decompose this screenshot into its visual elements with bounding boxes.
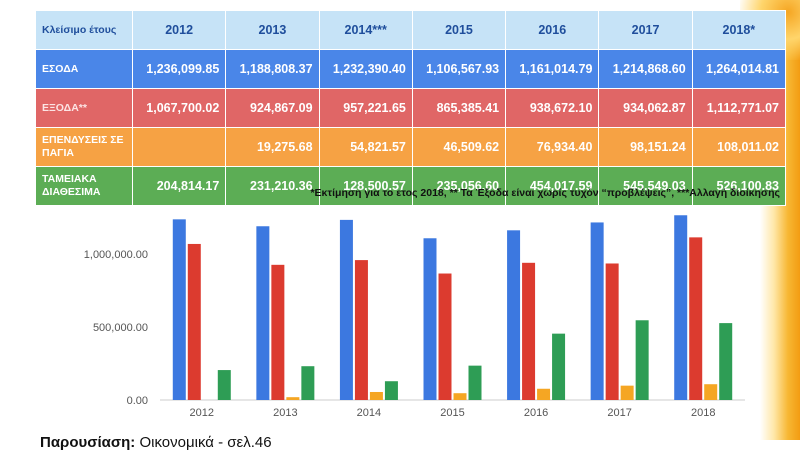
bar [339,219,353,400]
bar [172,219,186,400]
table-cell: 1,264,014.81 [691,49,787,89]
footer-caption: Παρουσίαση: Οικονομικά - σελ.46 [40,434,272,451]
x-tick-label: 2012 [190,407,214,419]
table-row-cash: ΤΑΜΕΙΑΚΑ ΔΙΑΘΕΣΙΜΑ 204,814.17 231,210.36… [35,166,787,206]
table-cell: 1,188,808.37 [225,49,320,89]
table-cell: 934,062.87 [598,88,693,128]
year-header: 2017 [598,10,693,50]
table-row-income: ΕΣΟΔΑ 1,236,099.85 1,188,808.37 1,232,39… [35,49,787,89]
bar [301,366,315,400]
bar [620,385,634,400]
table-cell: 1,161,014.79 [505,49,600,89]
bar [704,384,718,400]
table-cell: 865,385.41 [411,88,507,128]
table-cell: 924,867.09 [225,88,320,128]
bar [522,262,536,400]
bar [719,323,733,400]
year-header: 2015 [411,10,507,50]
bar [384,381,398,400]
y-tick-label: 1,000,000.00 [84,249,148,261]
bar [286,397,300,400]
x-tick-label: 2015 [440,407,464,419]
table-row-expenses: ΕΞΟΔΑ** 1,067,700.02 924,867.09 957,221.… [35,88,787,128]
bar [605,263,619,400]
x-tick-label: 2016 [524,407,548,419]
bar [187,243,201,400]
table-cell: 98,151.24 [598,127,693,167]
footer-label: Παρουσίαση: [40,434,136,451]
table-cell: 1,067,700.02 [131,88,227,128]
bar [468,365,482,400]
x-tick-label: 2018 [691,407,715,419]
bar [256,226,270,400]
table-header-row: Κλείσιμο έτους 2012 2013 2014*** 2015 20… [35,10,787,50]
x-tick-label: 2014 [357,407,381,419]
bar [423,238,437,400]
table-cell [131,127,227,167]
table-cell: 545,549.03 [598,166,693,206]
row-label: ΕΠΕΝΔΥΣΕΙΣ ΣΕ ΠΑΓΙΑ [35,127,133,167]
bar-chart: 0.00 500,000.00 1,000,000.00 2012 2013 2014 20… [84,215,745,419]
bar [354,260,368,400]
table-cell: 76,934.40 [505,127,600,167]
year-header: 2016 [505,10,600,50]
bar [689,237,703,400]
row-label: ΤΑΜΕΙΑΚΑ ΔΙΑΘΕΣΙΜΑ [35,166,133,206]
table-row-investments: ΕΠΕΝΔΥΣΕΙΣ ΣΕ ΠΑΓΙΑ 19,275.68 54,821.57 … [35,127,787,167]
financial-table: Κλείσιμο έτους 2012 2013 2014*** 2015 20… [35,10,787,206]
year-header: 2013 [225,10,320,50]
table-cell: 204,814.17 [131,166,227,206]
bar [674,215,688,400]
year-header: 2012 [131,10,227,50]
table-cell: 54,821.57 [318,127,413,167]
bar [635,320,649,400]
year-header: 2014*** [318,10,413,50]
table-cell: 128,500.57 [318,166,413,206]
table-cell: 1,232,390.40 [318,49,413,89]
table-cell: 1,236,099.85 [131,49,227,89]
bar [438,273,452,400]
y-tick-label: 500,000.00 [93,322,148,334]
table-cell: 454,017.59 [505,166,600,206]
y-tick-label: 0.00 [127,395,148,407]
table-cell: 1,106,567.93 [411,49,507,89]
bar [507,230,521,400]
bar [453,393,467,400]
table-cell: 938,672.10 [505,88,600,128]
table-cell: 1,214,868.60 [598,49,693,89]
x-tick-label: 2017 [607,407,631,419]
footnote: *Εκτίμηση για το ετος 2018, ** Τα Έξοδα … [310,187,780,199]
year-header: 2018* [691,10,787,50]
table-cell: 19,275.68 [225,127,320,167]
bar [590,222,604,400]
bar [217,370,231,400]
x-tick-label: 2013 [273,407,297,419]
table-cell: 1,112,771.07 [691,88,787,128]
table-cell: 231,210.36 [225,166,320,206]
bar [271,264,285,400]
table-cell: 957,221.65 [318,88,413,128]
bar [537,388,551,400]
table-cell: 235,056.60 [411,166,507,206]
bar [552,333,566,400]
table-cell: 526,100.83 [691,166,787,206]
footer-text: Οικονομικά - σελ.46 [135,434,272,451]
table-cell: 46,509.62 [411,127,507,167]
row-label: ΕΞΟΔΑ** [35,88,133,128]
header-label: Κλείσιμο έτους [35,10,133,50]
bar [369,391,383,400]
table-cell: 108,011.02 [691,127,787,167]
row-label: ΕΣΟΔΑ [35,49,133,89]
